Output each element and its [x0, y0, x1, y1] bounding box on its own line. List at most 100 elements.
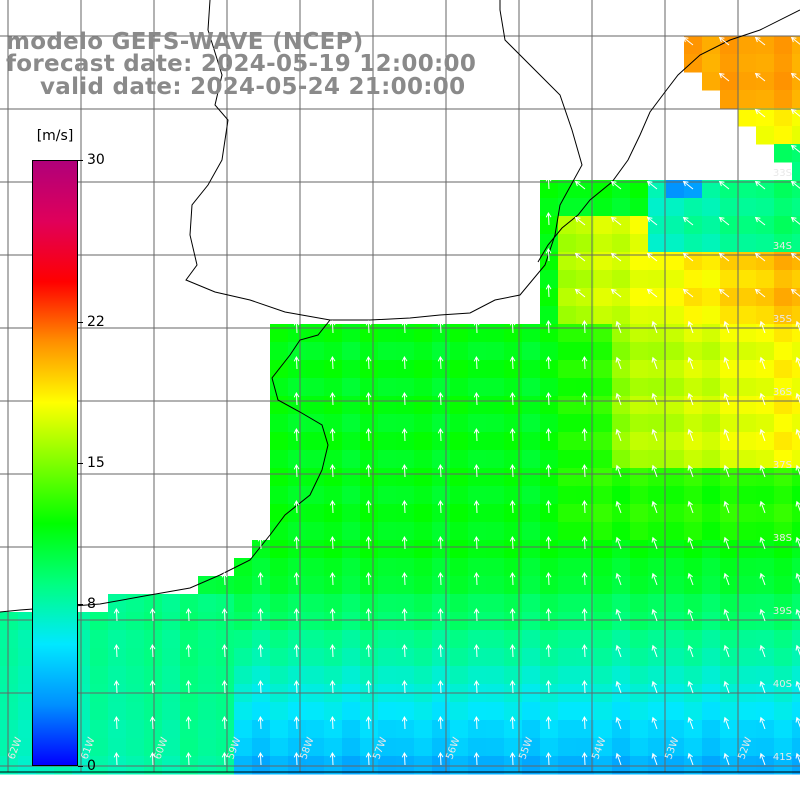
wind-speed-cell	[198, 648, 217, 667]
wind-speed-cell	[486, 612, 505, 631]
wind-speed-cell	[342, 360, 361, 379]
wind-speed-cell	[720, 378, 739, 397]
wind-arrow	[581, 644, 588, 658]
wind-speed-cell	[468, 378, 487, 397]
wind-speed-cell	[756, 738, 775, 757]
wind-arrow	[795, 572, 800, 584]
wind-speed-cell	[576, 702, 595, 721]
wind-speed-cell	[594, 396, 613, 415]
wind-arrow	[615, 716, 622, 730]
wind-arrow	[581, 356, 588, 370]
wind-speed-cell	[342, 558, 361, 577]
wind-arrow	[687, 428, 694, 442]
wind-arrow	[473, 464, 480, 478]
wind-speed-cell	[522, 486, 541, 505]
wind-speed-cell	[666, 342, 685, 361]
wind-speed-cell	[198, 612, 217, 631]
wind-speed-cell	[576, 756, 595, 775]
wind-speed-cell	[18, 666, 37, 685]
wind-speed-cell	[738, 360, 757, 379]
wind-speed-cell	[702, 504, 721, 523]
wind-speed-cell	[468, 360, 487, 379]
wind-speed-cell	[720, 720, 739, 739]
wind-speed-cell	[540, 378, 559, 397]
wind-arrow	[509, 752, 516, 766]
wind-arrow	[759, 392, 766, 406]
wind-speed-cell	[738, 198, 757, 217]
wind-speed-cell	[630, 270, 649, 289]
colorbar-tick-mark	[78, 160, 83, 161]
wind-arrow	[545, 392, 552, 406]
wind-arrow	[581, 500, 588, 514]
wind-speed-cell	[306, 396, 325, 415]
wind-speed-cell	[0, 720, 19, 739]
wind-speed-cell	[288, 504, 307, 523]
wind-arrow	[437, 644, 444, 658]
wind-speed-cell	[558, 378, 577, 397]
wind-speed-cell	[558, 576, 577, 595]
wind-speed-cell	[702, 378, 721, 397]
wind-speed-cell	[702, 648, 721, 667]
wind-speed-cell	[522, 630, 541, 649]
wind-arrow	[257, 608, 264, 622]
wind-speed-cell	[738, 522, 757, 541]
wind-speed-cell	[360, 450, 379, 469]
wind-speed-cell	[756, 288, 775, 307]
wind-speed-cell	[648, 198, 667, 217]
wind-speed-cell	[522, 576, 541, 595]
wind-arrow	[329, 680, 336, 694]
wind-speed-cell	[504, 414, 523, 433]
wind-speed-cell	[630, 414, 649, 433]
wind-speed-cell	[486, 378, 505, 397]
wind-arrow	[401, 716, 408, 730]
wind-speed-cell	[270, 540, 289, 559]
wind-speed-cell	[468, 702, 487, 721]
wind-speed-cell	[666, 432, 685, 451]
wind-speed-cell	[540, 432, 559, 451]
wind-arrow	[509, 428, 516, 442]
wind-speed-cell	[774, 306, 793, 325]
wind-speed-cell	[648, 486, 667, 505]
wind-speed-cell	[414, 738, 433, 757]
wind-speed-cell	[738, 324, 757, 343]
wind-speed-cell	[234, 558, 253, 577]
wind-speed-cell	[522, 720, 541, 739]
wind-speed-cell	[270, 414, 289, 433]
wind-speed-cell	[594, 594, 613, 613]
wind-arrow	[149, 752, 156, 766]
wind-arrow	[574, 180, 586, 190]
wind-speed-cell	[144, 738, 163, 757]
wind-arrow	[185, 752, 192, 766]
wind-speed-cell	[738, 414, 757, 433]
wind-arrow	[718, 288, 730, 298]
wind-speed-cell	[648, 756, 667, 775]
colorbar	[32, 160, 78, 766]
wind-speed-cell	[576, 360, 595, 379]
wind-speed-cell	[360, 666, 379, 685]
wind-speed-cell	[234, 702, 253, 721]
wind-speed-cell	[288, 540, 307, 559]
wind-speed-cell	[594, 720, 613, 739]
wind-speed-cell	[252, 756, 271, 775]
wind-speed-cell	[756, 414, 775, 433]
wind-speed-cell	[738, 540, 757, 559]
wind-speed-cell	[720, 414, 739, 433]
wind-arrow	[149, 716, 156, 730]
wind-speed-cell	[270, 738, 289, 757]
wind-speed-cell	[720, 738, 739, 757]
wind-speed-cell	[666, 540, 685, 559]
wind-speed-cell	[414, 720, 433, 739]
wind-speed-cell	[378, 540, 397, 559]
wind-speed-cell	[522, 396, 541, 415]
wind-speed-cell	[666, 486, 685, 505]
wind-arrow	[651, 536, 658, 550]
wind-speed-cell	[648, 216, 667, 235]
wind-speed-cell	[576, 648, 595, 667]
wind-arrow	[718, 216, 730, 226]
wind-speed-cell	[306, 702, 325, 721]
wind-speed-cell	[432, 540, 451, 559]
wind-speed-cell	[198, 630, 217, 649]
wind-speed-cell	[774, 198, 793, 217]
wind-speed-cell	[702, 576, 721, 595]
wind-speed-cell	[720, 432, 739, 451]
